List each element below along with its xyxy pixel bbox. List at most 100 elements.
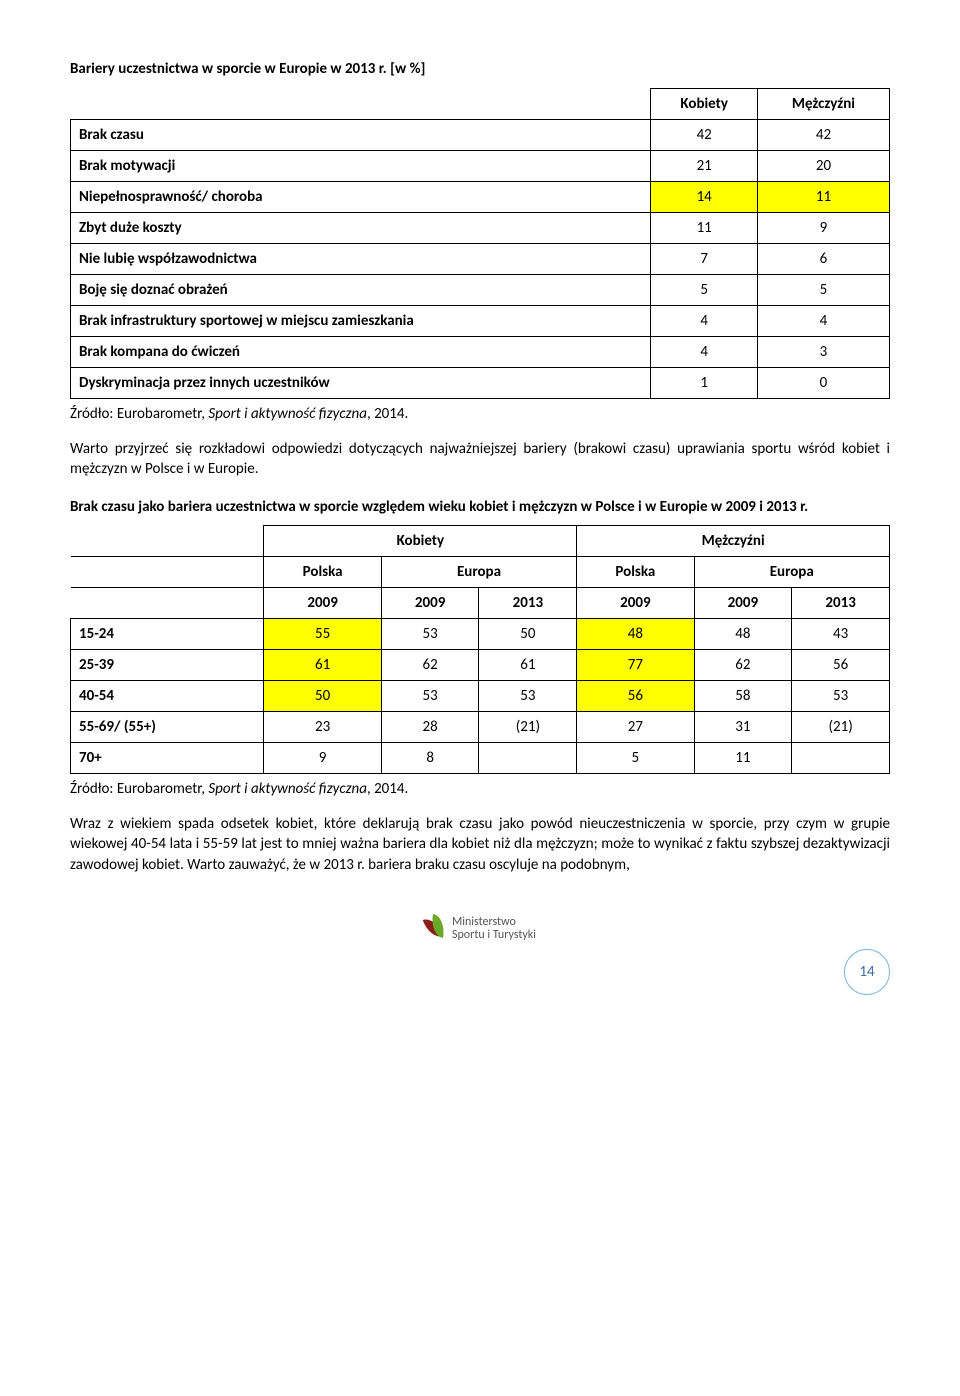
- col-header-women: Kobiety: [651, 89, 757, 120]
- subheader-europa-1: Europa: [381, 557, 576, 588]
- year-header: 2013: [792, 588, 890, 619]
- row-label: Brak czasu: [71, 120, 651, 151]
- table-row: Brak infrastruktury sportowej w miejscu …: [71, 306, 890, 337]
- cell-value: 5: [757, 275, 889, 306]
- cell-value: [792, 743, 890, 774]
- cell-value: 6: [757, 244, 889, 275]
- row-label: Niepełnosprawność/ choroba: [71, 182, 651, 213]
- row-label: Dyskryminacja przez innych uczestników: [71, 368, 651, 399]
- year-header: 2009: [381, 588, 479, 619]
- logo-line1: Ministerstwo: [452, 916, 536, 929]
- cell-value: 55: [264, 619, 381, 650]
- table-row: 15-24555350484843: [71, 619, 890, 650]
- table-row: Zbyt duże koszty119: [71, 213, 890, 244]
- col-header-men: Mężczyźni: [757, 89, 889, 120]
- cell-value: 11: [694, 743, 792, 774]
- cell-value: 0: [757, 368, 889, 399]
- cell-value: 42: [651, 120, 757, 151]
- table-barriers: Kobiety Mężczyźni Brak czasu4242Brak mot…: [70, 88, 890, 399]
- table1-title: Bariery uczestnictwa w sporcie w Europie…: [70, 60, 890, 78]
- row-label: Nie lubię współzawodnictwa: [71, 244, 651, 275]
- cell-value: 62: [694, 650, 792, 681]
- cell-value: 43: [792, 619, 890, 650]
- cell-value: 50: [479, 619, 577, 650]
- table-row: Dyskryminacja przez innych uczestników10: [71, 368, 890, 399]
- cell-value: 62: [381, 650, 479, 681]
- cell-value: 56: [792, 650, 890, 681]
- paragraph-2: Wraz z wiekiem spada odsetek kobiet, któ…: [70, 814, 890, 875]
- cell-value: 53: [381, 619, 479, 650]
- table-age-groups: Kobiety Mężczyźni Polska Europa Polska E…: [70, 525, 890, 774]
- row-label: 40-54: [71, 681, 264, 712]
- cell-value: [479, 743, 577, 774]
- cell-value: 58: [694, 681, 792, 712]
- table-row: Brak motywacji2120: [71, 151, 890, 182]
- cell-value: 11: [651, 213, 757, 244]
- cell-value: 23: [264, 712, 381, 743]
- cell-value: 11: [757, 182, 889, 213]
- row-label: Brak motywacji: [71, 151, 651, 182]
- cell-value: 4: [757, 306, 889, 337]
- group-header-women: Kobiety: [264, 526, 577, 557]
- paragraph-1: Warto przyjrzeć się rozkładowi odpowiedz…: [70, 439, 890, 480]
- subheader-polska-1: Polska: [264, 557, 381, 588]
- cell-value: 20: [757, 151, 889, 182]
- cell-value: 31: [694, 712, 792, 743]
- year-header: 2009: [577, 588, 694, 619]
- table-row: Nie lubię współzawodnictwa76: [71, 244, 890, 275]
- subheader-europa-2: Europa: [694, 557, 890, 588]
- table2-title: Brak czasu jako bariera uczestnictwa w s…: [70, 498, 890, 518]
- year-header: 2013: [479, 588, 577, 619]
- cell-value: (21): [792, 712, 890, 743]
- table-row: Brak kompana do ćwiczeń43: [71, 337, 890, 368]
- cell-value: 61: [264, 650, 381, 681]
- table-row: 55-69/ (55+)2328(21)2731(21): [71, 712, 890, 743]
- cell-value: 56: [577, 681, 694, 712]
- cell-value: 48: [577, 619, 694, 650]
- cell-value: 53: [792, 681, 890, 712]
- table-row: 25-39616261776256: [71, 650, 890, 681]
- row-label: Brak kompana do ćwiczeń: [71, 337, 651, 368]
- table-row: Brak czasu4242: [71, 120, 890, 151]
- row-label: Zbyt duże koszty: [71, 213, 651, 244]
- cell-value: 77: [577, 650, 694, 681]
- table-row: 40-54505353565853: [71, 681, 890, 712]
- cell-value: 53: [381, 681, 479, 712]
- row-label: Brak infrastruktury sportowej w miejscu …: [71, 306, 651, 337]
- row-label: 15-24: [71, 619, 264, 650]
- cell-value: 28: [381, 712, 479, 743]
- cell-value: 8: [381, 743, 479, 774]
- row-label: 70+: [71, 743, 264, 774]
- leaf-icon: [424, 915, 444, 943]
- year-header: 2009: [694, 588, 792, 619]
- cell-value: 4: [651, 306, 757, 337]
- cell-value: 21: [651, 151, 757, 182]
- row-label: 55-69/ (55+): [71, 712, 264, 743]
- cell-value: 1: [651, 368, 757, 399]
- row-label: Boję się doznać obrażeń: [71, 275, 651, 306]
- page-number: 14: [844, 949, 890, 995]
- row-label: 25-39: [71, 650, 264, 681]
- ministry-logo: Ministerstwo Sportu i Turystyki: [70, 915, 890, 943]
- cell-value: 9: [757, 213, 889, 244]
- cell-value: 53: [479, 681, 577, 712]
- cell-value: 48: [694, 619, 792, 650]
- cell-value: 5: [651, 275, 757, 306]
- table-row: 70+98 511: [71, 743, 890, 774]
- cell-value: 5: [577, 743, 694, 774]
- cell-value: 7: [651, 244, 757, 275]
- subheader-polska-2: Polska: [577, 557, 694, 588]
- source-note-1: Źródło: Eurobarometr, Sport i aktywność …: [70, 405, 890, 423]
- cell-value: 9: [264, 743, 381, 774]
- table-row: Boję się doznać obrażeń55: [71, 275, 890, 306]
- cell-value: 3: [757, 337, 889, 368]
- group-header-men: Mężczyźni: [577, 526, 890, 557]
- table-row: Niepełnosprawność/ choroba1411: [71, 182, 890, 213]
- cell-value: 14: [651, 182, 757, 213]
- logo-line2: Sportu i Turystyki: [452, 929, 536, 942]
- cell-value: 27: [577, 712, 694, 743]
- cell-value: 4: [651, 337, 757, 368]
- cell-value: 61: [479, 650, 577, 681]
- cell-value: 50: [264, 681, 381, 712]
- year-header: 2009: [264, 588, 381, 619]
